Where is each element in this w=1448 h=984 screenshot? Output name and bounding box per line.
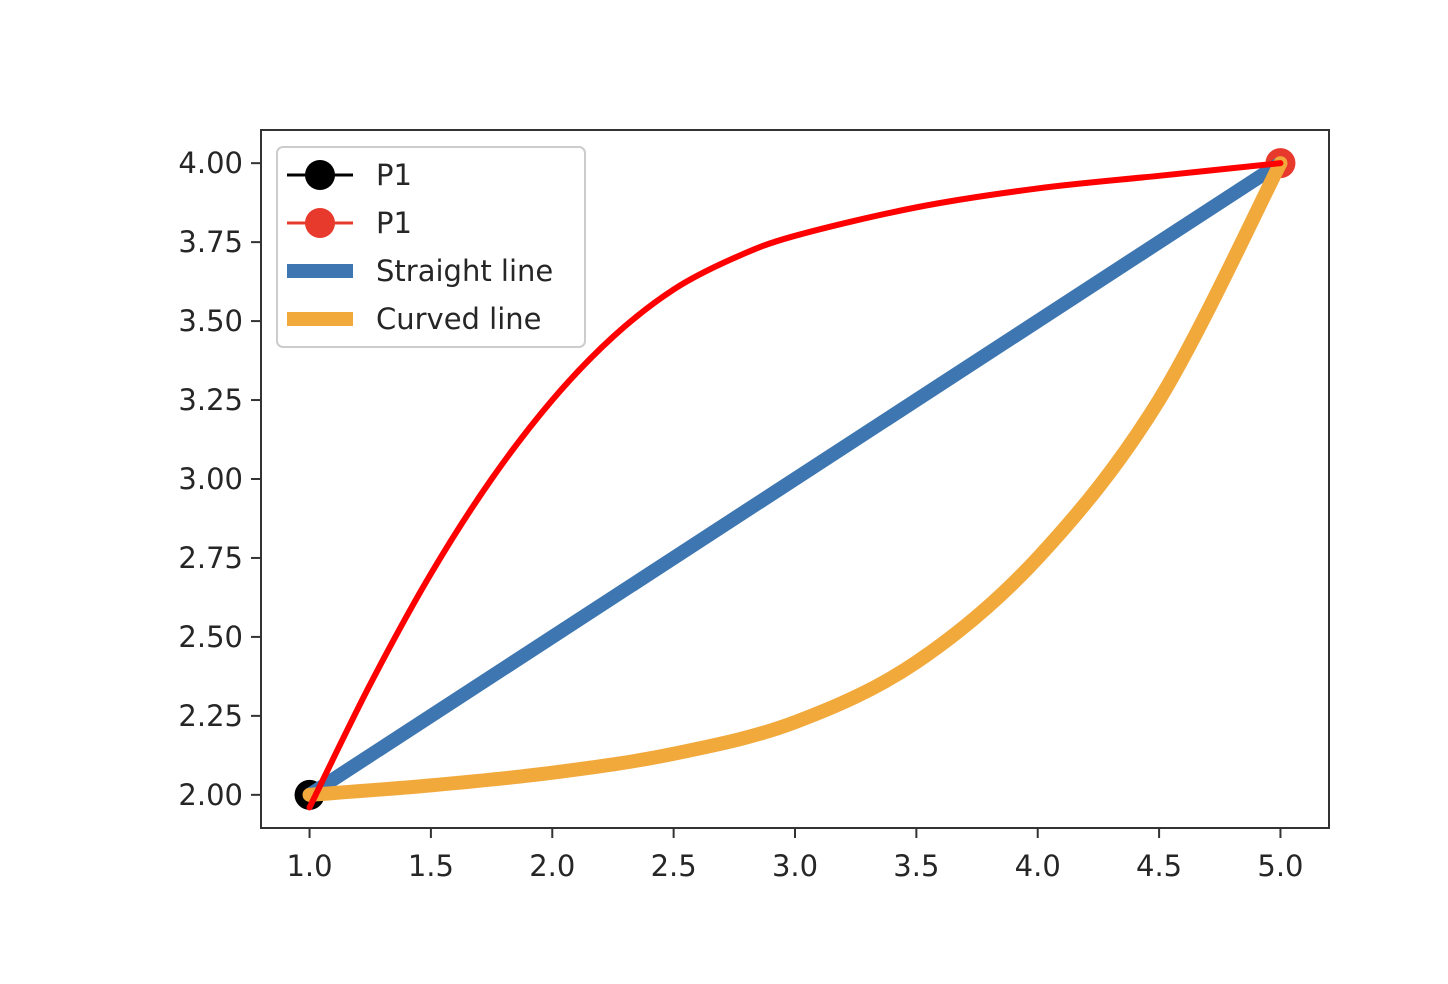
legend-label-p1-red: P1	[376, 206, 412, 240]
y-tick-label: 2.50	[178, 620, 243, 654]
x-tick-label: 1.5	[408, 849, 454, 883]
annotation-red-curve	[306, 160, 1284, 811]
y-tick-label: 2.75	[178, 541, 243, 575]
x-tick-label: 3.5	[893, 849, 939, 883]
y-tick-label: 3.50	[178, 304, 243, 338]
legend: P1 P1 Straight line Curved line	[276, 146, 586, 348]
y-tick-label: 2.25	[178, 699, 243, 733]
legend-label-p1-black: P1	[376, 158, 412, 192]
y-tick-label: 4.00	[178, 146, 243, 180]
legend-label-curved-line: Curved line	[376, 302, 542, 336]
x-tick-label: 1.0	[286, 849, 332, 883]
plot-lines	[294, 148, 1296, 811]
series-curved-line	[302, 156, 1288, 802]
x-tick-label: 2.0	[529, 849, 575, 883]
y-tick-label: 3.75	[178, 225, 243, 259]
y-tick-label: 3.25	[178, 383, 243, 417]
series-straight-line	[305, 157, 1285, 801]
legend-marker-p1-black	[305, 160, 335, 190]
x-tick-label: 2.5	[651, 849, 697, 883]
y-axis: 2.00 2.25 2.50 2.75 3.00 3.25 3.50 3.75 4.00	[178, 146, 261, 812]
legend-marker-p1-red	[305, 208, 335, 238]
x-tick-label: 3.0	[772, 849, 818, 883]
x-tick-label: 4.5	[1136, 849, 1182, 883]
x-axis: 1.0 1.5 2.0 2.5 3.0 3.5 4.0 4.5 5.0	[286, 828, 1304, 883]
legend-label-straight-line: Straight line	[376, 254, 553, 288]
x-tick-label: 5.0	[1257, 849, 1303, 883]
y-tick-label: 2.00	[178, 778, 243, 812]
legend-box	[276, 146, 586, 348]
y-tick-label: 3.00	[178, 462, 243, 496]
x-tick-label: 4.0	[1015, 849, 1061, 883]
